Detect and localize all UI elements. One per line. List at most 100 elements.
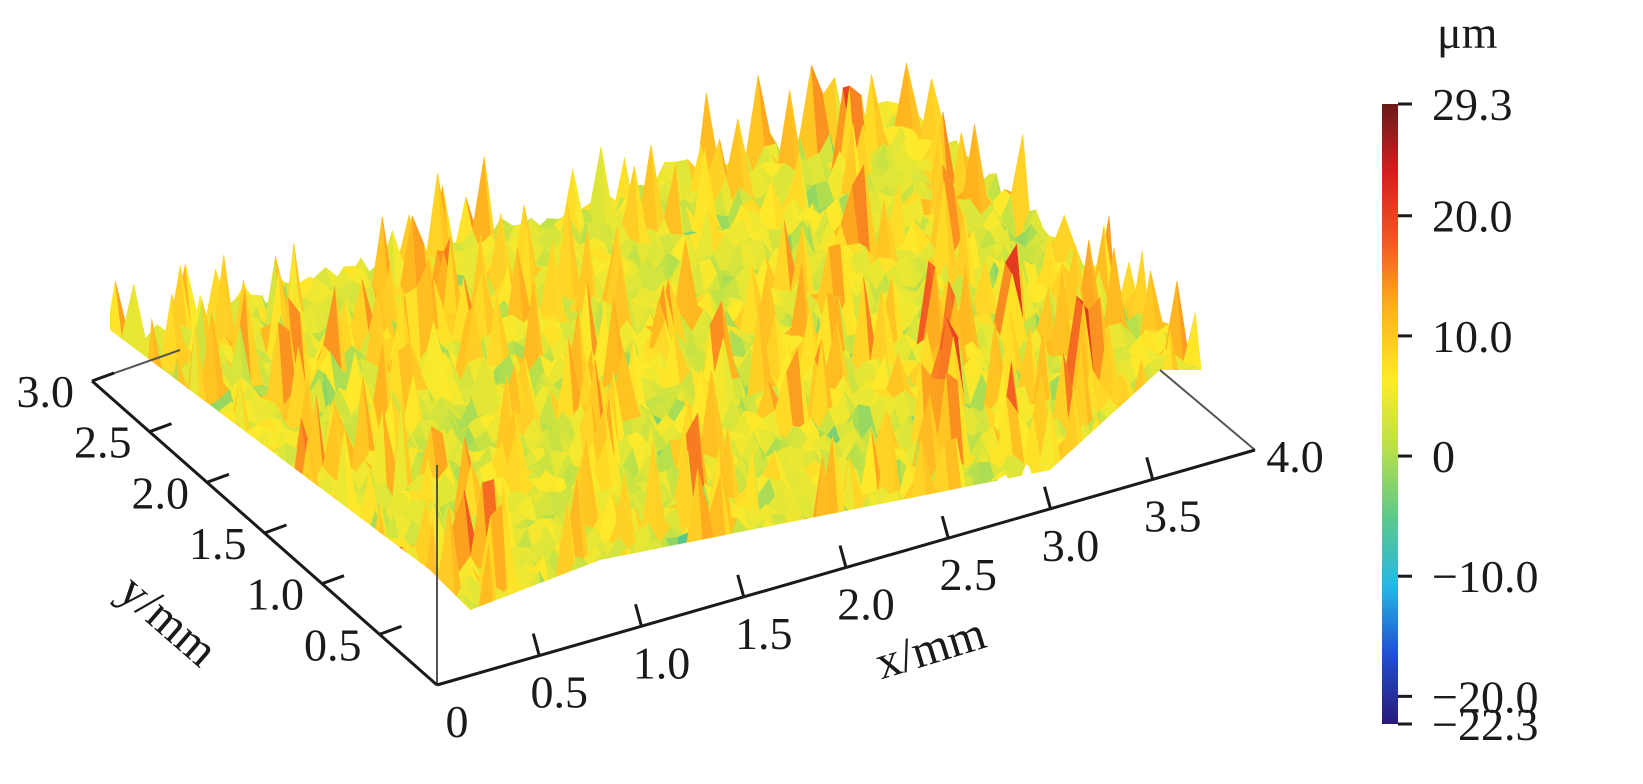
surface-facet (451, 608, 471, 610)
surface-facet (390, 546, 410, 596)
surface-facet (850, 515, 870, 559)
surface-facet (287, 474, 307, 508)
surface-facet (675, 557, 695, 584)
x-tick-label: 2.5 (940, 549, 998, 600)
surface-facet (405, 568, 425, 591)
surface-facet (792, 517, 812, 544)
surface-facet (360, 527, 380, 544)
surface-facet (827, 520, 847, 542)
surface-facet (1176, 404, 1196, 430)
surface-facet (353, 527, 373, 541)
surface-facet (1188, 395, 1208, 416)
surface-facet (407, 584, 427, 610)
y-tick-label: 2.0 (132, 467, 190, 518)
surface-facet (715, 537, 735, 564)
surface-facet (1166, 420, 1186, 451)
surface-facet (584, 577, 605, 610)
surface-facet (400, 583, 420, 606)
surface-facet (703, 542, 724, 570)
surface-facet (1182, 404, 1202, 430)
surface-facet (275, 480, 295, 508)
surface-facet (745, 539, 765, 570)
surface-facet (773, 520, 793, 570)
surface-facet (1128, 394, 1147, 423)
surface-facet (552, 584, 572, 610)
surface-facet (320, 509, 340, 534)
surface-facet (516, 601, 536, 610)
surface-facet (727, 532, 747, 563)
colorbar: 29.320.010.00−10.0−20.0−22.3 μm (1382, 7, 1538, 750)
colorbar-tick-label: 0 (1432, 431, 1455, 482)
surface-facet (396, 555, 416, 610)
surface-facet (260, 450, 281, 472)
y-tick-label: 3.0 (17, 366, 75, 417)
surface-facet (546, 591, 566, 610)
surface-facet (229, 446, 249, 470)
surface-facet (118, 354, 138, 361)
surface-facet (395, 547, 415, 610)
surface-facet (593, 560, 613, 592)
colorbar-tick-label: 10.0 (1432, 311, 1513, 362)
surface-facet (1218, 389, 1238, 416)
surface-facet (780, 520, 800, 570)
surface-facet (430, 627, 448, 644)
surface-facet (356, 557, 376, 583)
surface-facet (327, 510, 347, 533)
surface-facet (323, 536, 344, 554)
surface-facet (797, 517, 817, 534)
surface-facet (972, 478, 992, 522)
surface-facet (862, 508, 882, 539)
surface-facet (274, 463, 294, 493)
x-tick-mark (838, 545, 848, 568)
surface-facet (315, 513, 335, 548)
surface-facet (1186, 394, 1206, 413)
surface-facet (1101, 422, 1121, 452)
surface-facet (544, 584, 565, 610)
surface-facet (486, 604, 506, 610)
surface-facet (575, 560, 595, 610)
surface-facet (1143, 385, 1163, 446)
surface-facet (383, 546, 403, 610)
surface-facet (454, 618, 472, 650)
x-tick-mark (1043, 486, 1052, 510)
surface-facet (578, 565, 598, 593)
surface-facet (673, 550, 693, 567)
surface-facet (1193, 395, 1212, 412)
surface-facet (416, 571, 437, 591)
surface-facet (732, 532, 752, 550)
surface-facet (1139, 401, 1159, 423)
surface-facet (592, 577, 612, 610)
surface-facet (350, 557, 370, 578)
surface-facet (665, 537, 685, 589)
surface-facet (398, 568, 418, 590)
surface-facet (475, 604, 495, 610)
surface-facet (1136, 425, 1156, 449)
surface-facet (442, 618, 460, 650)
surface-facet (1149, 377, 1169, 446)
surface-facet (355, 542, 375, 578)
surface-facet (550, 592, 570, 610)
y-tick-mark (148, 422, 173, 434)
surface-facet (662, 551, 682, 568)
surface-facet (156, 376, 176, 456)
surface-facet (189, 419, 209, 424)
y-tick-mark (378, 624, 403, 636)
surface-facet (523, 604, 543, 610)
surface-facet (277, 497, 297, 520)
surface-facet (1194, 400, 1214, 421)
colorbar-bar (1382, 104, 1398, 724)
surface-facet (597, 562, 617, 610)
surface-facet (1167, 377, 1188, 399)
x-tick-label: 4.0 (1266, 431, 1324, 482)
surface-facet (110, 334, 118, 364)
surface-facet (1216, 381, 1236, 406)
surface-facet (722, 538, 742, 563)
surface-facet (339, 510, 359, 573)
surface-facet (418, 584, 438, 610)
x-tick-label: 3.5 (1144, 490, 1202, 541)
colorbar-tick-label: 20.0 (1432, 191, 1513, 242)
surface-facet (424, 621, 442, 645)
surface-facet (672, 537, 692, 589)
x-tick-mark (531, 633, 541, 657)
surface-facet (510, 587, 530, 610)
